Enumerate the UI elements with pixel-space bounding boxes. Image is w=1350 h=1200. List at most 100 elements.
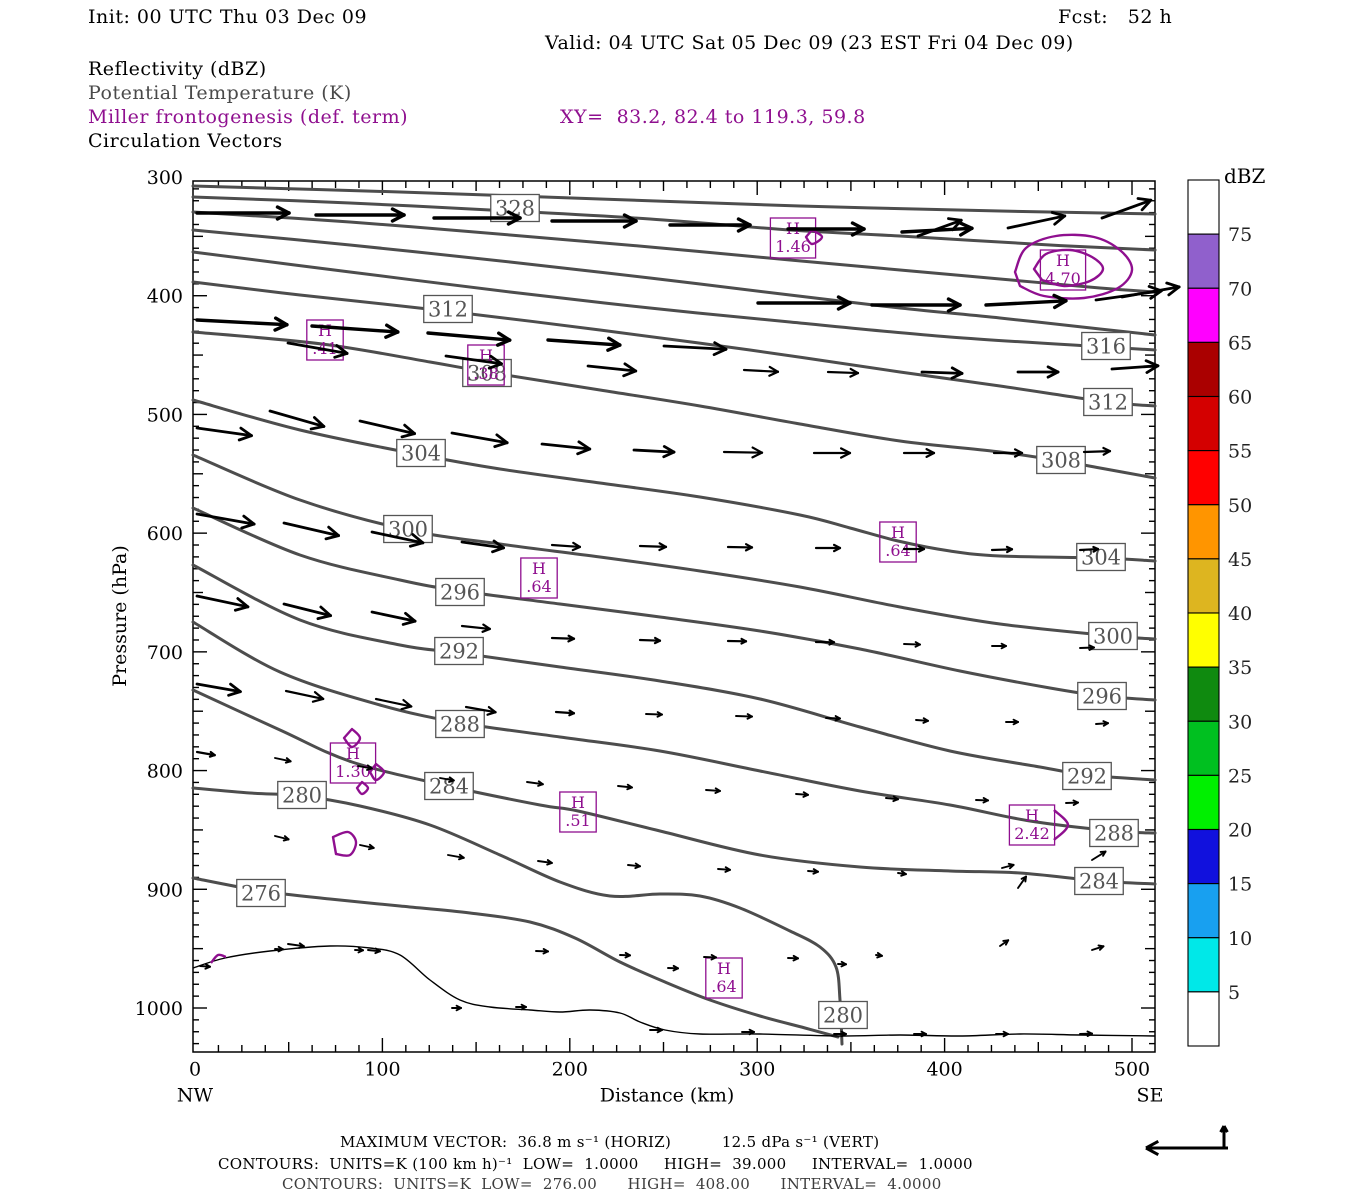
circulation-vector: [875, 951, 883, 959]
svg-text:H: H: [1025, 806, 1039, 825]
field-frontogenesis: Miller frontogenesis (def. term): [88, 106, 409, 128]
circulation-vector: [586, 362, 638, 378]
frontogenesis-h-marker: H1.46: [769, 217, 817, 259]
contour-label: 300: [1088, 621, 1138, 651]
colorbar-segment: [1187, 179, 1220, 235]
theta-contour-316: [191, 250, 1157, 352]
frontogenesis-contour: [342, 727, 362, 749]
frontogenesis-contour: [355, 780, 370, 796]
circulation-vector: [1006, 211, 1067, 230]
circulation-vector: [662, 341, 728, 357]
circulation-vector: [992, 448, 1024, 458]
circulation-vector: [717, 866, 731, 873]
circulation-vector: [515, 1003, 527, 1011]
circulation-vector: [902, 448, 936, 458]
axis-labels: 0 100 200 300 400 500 300 400 500 600 700 800 900 100…: [109, 167, 1163, 1107]
footer-max-vector: MAXIMUM VECTOR: 36.8 m s⁻¹ (HORIZ) 12.5 …: [340, 1133, 880, 1151]
colorbar-label: 10: [1228, 928, 1252, 950]
circulation-vector: [742, 365, 780, 377]
y-tick-label: 1000: [135, 998, 183, 1020]
svg-text:1.46: 1.46: [775, 237, 811, 256]
x-axis-left-end-label: NW: [177, 1085, 214, 1107]
circulation-vector: [195, 682, 242, 697]
circulation-vector: [439, 776, 455, 783]
svg-text:.64: .64: [885, 541, 910, 560]
max-vector-legend: [1145, 1125, 1229, 1157]
circulation-vector: [975, 797, 989, 804]
svg-text:.51: .51: [565, 811, 590, 830]
x-tick-label: 500: [1114, 1059, 1150, 1081]
colorbar-segment: [1187, 991, 1220, 1047]
contour-label: 296: [435, 577, 485, 607]
contour-label: 284: [424, 771, 474, 801]
circulation-vector: [1094, 285, 1163, 302]
colorbar-segment: [1187, 450, 1220, 506]
header-valid: Valid: 04 UTC Sat 05 Dec 09 (23 EST Fri …: [545, 32, 1074, 54]
svg-text:304: 304: [401, 442, 441, 466]
theta-contour-300: [191, 453, 1157, 641]
svg-text:H: H: [571, 793, 585, 812]
circulation-vector: [314, 207, 406, 223]
x-tick-label: 300: [739, 1059, 775, 1081]
circulation-vector: [870, 297, 962, 313]
circulation-vector: [705, 787, 721, 794]
contour-label: 304: [396, 438, 446, 468]
colorbar-segment: [1187, 395, 1220, 452]
frontogenesis-contour: [1032, 248, 1105, 288]
circulation-vector: [667, 964, 679, 972]
circulation-vector: [195, 594, 250, 612]
circulation-vector: [447, 853, 465, 861]
colorbar-label: 15: [1228, 874, 1252, 896]
circulation-vector: [460, 539, 505, 554]
frontogenesis-contour: [368, 762, 386, 782]
theta-contour-276: [191, 876, 840, 1039]
circulation-vector: [903, 641, 921, 648]
circulation-vector: [812, 447, 852, 459]
colorbar-label: 40: [1228, 603, 1252, 625]
circulation-vector: [703, 954, 717, 961]
circulation-vector: [367, 947, 381, 955]
svg-text:312: 312: [1088, 391, 1128, 415]
circulation-vector: [195, 426, 253, 442]
circulation-vector: [786, 221, 866, 237]
circulation-vector: [638, 542, 668, 552]
circulation-vector: [722, 446, 764, 459]
svg-text:H: H: [532, 559, 546, 578]
y-axis-ticks: [193, 188, 1155, 1045]
colorbar-label: 55: [1228, 441, 1252, 463]
colorbar-label: 65: [1228, 332, 1252, 354]
circulation-vector: [358, 419, 416, 439]
y-tick-label: 800: [147, 761, 183, 783]
circulation-vector: [550, 634, 576, 643]
circulation-vector: [537, 859, 553, 866]
colorbar-label: 35: [1228, 657, 1252, 679]
circulation-vector: [268, 409, 326, 431]
circulation-vector: [916, 217, 963, 238]
circulation-vector: [426, 331, 512, 347]
circulation-vector: [1091, 850, 1107, 861]
circulation-vector: [990, 545, 1014, 554]
colorbar-label: 50: [1228, 495, 1252, 517]
contour-label: 296: [1077, 681, 1127, 711]
y-tick-label: 500: [147, 404, 183, 426]
circulation-vector: [282, 521, 340, 541]
contour-label: 312: [423, 294, 473, 324]
circulation-vector: [984, 293, 1068, 310]
svg-text:316: 316: [1086, 335, 1126, 359]
svg-text:.38: .38: [473, 364, 498, 383]
svg-text:H: H: [318, 321, 332, 340]
circulation-vector: [1065, 799, 1079, 806]
terrain: [192, 945, 1156, 1037]
svg-text:280: 280: [823, 1004, 863, 1028]
y-tick-label: 600: [147, 523, 183, 545]
svg-text:296: 296: [1082, 685, 1122, 709]
circulation-vector: [726, 637, 748, 645]
circulation-vector: [902, 545, 926, 553]
frontogenesis-h-marker: H.51: [559, 791, 597, 833]
circulation-vectors: [195, 197, 1181, 1038]
circulation-vector: [735, 713, 753, 720]
colorbar-label: 75: [1228, 224, 1252, 246]
x-tick-label: 400: [926, 1059, 962, 1081]
circulation-vector: [995, 1030, 1009, 1038]
circulation-vector: [274, 757, 292, 764]
